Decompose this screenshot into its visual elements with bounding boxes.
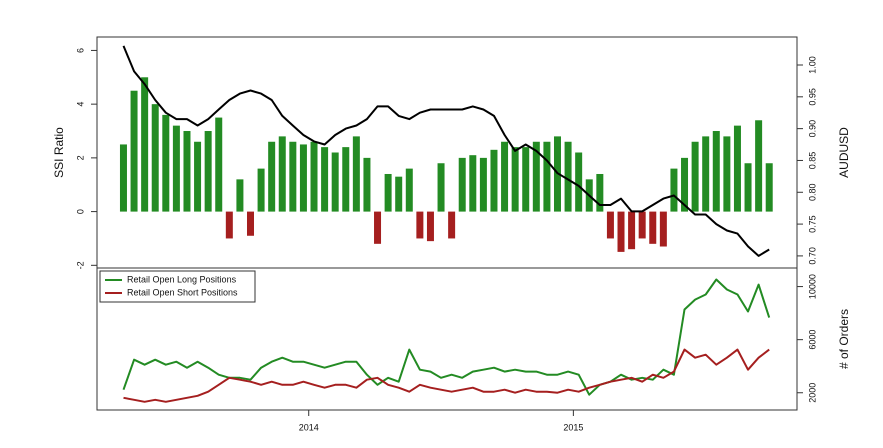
bar bbox=[733, 125, 741, 212]
y2-tick-label: 0.80 bbox=[807, 184, 817, 202]
y-tick-label: 0 bbox=[75, 209, 85, 214]
bar bbox=[374, 211, 382, 244]
x-tick-label: 2015 bbox=[563, 422, 583, 432]
bar bbox=[765, 163, 773, 212]
bar bbox=[649, 211, 657, 244]
bar bbox=[416, 211, 424, 239]
y2-tick-label: 0.70 bbox=[807, 247, 817, 265]
bar bbox=[236, 179, 244, 212]
bar bbox=[352, 136, 360, 212]
bar bbox=[342, 147, 350, 212]
bar bbox=[723, 136, 731, 212]
bar bbox=[490, 149, 498, 212]
bar bbox=[395, 176, 403, 212]
bar bbox=[670, 168, 678, 212]
bar bbox=[532, 141, 540, 212]
bar bbox=[225, 211, 233, 239]
bar bbox=[617, 211, 625, 252]
bar bbox=[606, 211, 614, 239]
bar bbox=[141, 77, 149, 212]
bar bbox=[151, 104, 159, 212]
bar bbox=[469, 155, 477, 212]
y2-tick-label: 10000 bbox=[807, 274, 817, 299]
bar bbox=[702, 136, 710, 212]
bar bbox=[204, 131, 212, 212]
bar bbox=[384, 173, 392, 212]
bar bbox=[543, 141, 551, 212]
bar bbox=[331, 152, 339, 212]
bar bbox=[183, 131, 191, 212]
bar bbox=[130, 90, 138, 212]
bar bbox=[479, 157, 487, 212]
x-tick-label: 2014 bbox=[299, 422, 319, 432]
legend-box bbox=[99, 270, 256, 303]
legend-label: Retail Open Long Positions bbox=[127, 274, 237, 284]
bar bbox=[426, 211, 434, 242]
bar bbox=[628, 211, 636, 250]
bar bbox=[321, 147, 329, 212]
bar bbox=[215, 117, 223, 212]
bar bbox=[564, 141, 572, 212]
y2-tick-label: 0.90 bbox=[807, 120, 817, 138]
bar bbox=[575, 152, 583, 212]
y-tick-label: -2 bbox=[75, 261, 85, 269]
bar bbox=[448, 211, 456, 239]
y2-tick-label: 1.00 bbox=[807, 56, 817, 74]
y2-axis-label: # of Orders bbox=[837, 309, 851, 369]
bar bbox=[268, 141, 276, 212]
bar bbox=[691, 141, 699, 212]
bar bbox=[638, 211, 646, 239]
bar bbox=[405, 168, 413, 212]
bar bbox=[596, 173, 604, 212]
y2-tick-label: 6000 bbox=[807, 330, 817, 350]
bar bbox=[522, 147, 530, 212]
bar bbox=[437, 163, 445, 212]
y2-axis-label: AUDUSD bbox=[837, 127, 851, 178]
bar bbox=[246, 211, 254, 236]
bar bbox=[194, 141, 202, 212]
y-tick-label: 4 bbox=[75, 102, 85, 107]
bar bbox=[162, 114, 170, 212]
bar bbox=[299, 144, 307, 212]
series-line bbox=[122, 45, 770, 257]
bar bbox=[278, 136, 286, 212]
bottom-panel-frame bbox=[96, 267, 798, 411]
bar bbox=[659, 211, 667, 247]
series-line bbox=[123, 348, 770, 403]
y2-tick-label: 0.75 bbox=[807, 215, 817, 233]
bar bbox=[744, 163, 752, 212]
y-axis-label: SSI Ratio bbox=[52, 127, 66, 178]
bar bbox=[257, 168, 265, 212]
bar bbox=[501, 141, 509, 212]
bar bbox=[681, 157, 689, 212]
y2-tick-label: 0.85 bbox=[807, 152, 817, 170]
bar bbox=[363, 157, 371, 212]
y2-tick-label: 0.95 bbox=[807, 88, 817, 106]
bar bbox=[119, 144, 127, 212]
bar bbox=[172, 125, 180, 212]
bar bbox=[712, 131, 720, 212]
bar bbox=[310, 141, 318, 212]
legend-label: Retail Open Short Positions bbox=[127, 287, 238, 297]
y-tick-label: 6 bbox=[75, 48, 85, 53]
bar bbox=[458, 157, 466, 212]
bar bbox=[289, 141, 297, 212]
y2-tick-label: 2000 bbox=[807, 383, 817, 403]
bar bbox=[755, 120, 763, 212]
bar bbox=[511, 147, 519, 212]
y-tick-label: 2 bbox=[75, 155, 85, 160]
